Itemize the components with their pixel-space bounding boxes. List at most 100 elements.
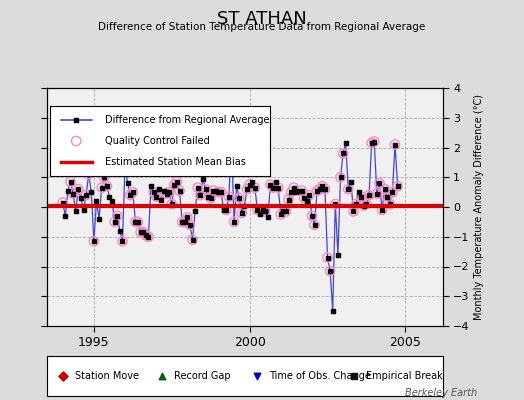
Point: [136, 229, 145, 236]
Point: [183, 214, 192, 221]
Point: [290, 184, 298, 191]
Point: [185, 222, 194, 228]
Point: [386, 201, 394, 207]
Point: [126, 192, 135, 198]
Point: [193, 184, 202, 191]
Point: [344, 186, 353, 192]
Point: [59, 373, 67, 379]
Point: [168, 201, 176, 207]
Point: [334, 251, 342, 258]
Text: Difference from Regional Average: Difference from Regional Average: [105, 115, 269, 125]
Point: [71, 208, 80, 215]
Point: [321, 186, 329, 192]
Point: [375, 180, 384, 186]
Point: [95, 216, 103, 222]
Point: [365, 192, 373, 198]
Point: [258, 207, 267, 213]
Point: [357, 193, 365, 200]
Point: [245, 182, 254, 188]
Point: [235, 195, 244, 201]
Point: [295, 188, 303, 194]
Point: [201, 186, 210, 192]
Point: [323, 254, 332, 261]
Point: [113, 213, 122, 219]
Point: [248, 178, 256, 185]
Point: [261, 208, 269, 215]
Point: [375, 180, 384, 186]
Point: [386, 201, 394, 207]
Text: Station Move: Station Move: [75, 371, 139, 381]
Point: [310, 222, 319, 228]
Point: [188, 236, 196, 243]
Point: [141, 232, 150, 238]
Point: [103, 183, 111, 189]
Point: [67, 178, 75, 185]
Point: [352, 201, 361, 207]
Point: [147, 183, 155, 189]
Point: [350, 208, 358, 215]
Point: [82, 192, 90, 198]
Point: [139, 229, 147, 236]
Point: [173, 178, 181, 185]
Point: [305, 192, 313, 198]
Point: [365, 192, 373, 198]
Point: [238, 210, 246, 216]
Point: [217, 189, 225, 195]
Point: [350, 373, 358, 379]
Point: [342, 140, 350, 146]
Point: [315, 186, 324, 192]
Point: [388, 189, 397, 195]
Point: [383, 193, 391, 200]
Point: [116, 228, 124, 234]
Point: [69, 190, 78, 197]
Point: [170, 182, 179, 188]
Point: [308, 213, 316, 219]
Point: [253, 373, 261, 379]
Point: [378, 207, 386, 213]
Point: [206, 195, 215, 201]
Point: [388, 189, 397, 195]
Point: [308, 213, 316, 219]
Point: [238, 210, 246, 216]
Point: [331, 201, 340, 207]
Point: [225, 193, 233, 200]
Y-axis label: Monthly Temperature Anomaly Difference (°C): Monthly Temperature Anomaly Difference (…: [474, 94, 484, 320]
Point: [380, 186, 389, 192]
Point: [269, 184, 277, 191]
Point: [162, 190, 171, 197]
Point: [336, 174, 345, 180]
Point: [391, 141, 399, 148]
Point: [235, 195, 244, 201]
Point: [344, 186, 353, 192]
Point: [264, 214, 272, 221]
Point: [144, 234, 152, 240]
Point: [352, 201, 361, 207]
Point: [84, 171, 93, 178]
Point: [274, 184, 282, 191]
Point: [111, 219, 119, 225]
Point: [168, 201, 176, 207]
Point: [158, 373, 166, 379]
Point: [220, 207, 228, 213]
Point: [72, 138, 80, 144]
Point: [383, 193, 391, 200]
Point: [105, 193, 114, 200]
Point: [329, 308, 337, 314]
Point: [339, 150, 347, 157]
Point: [373, 190, 381, 197]
Point: [100, 174, 108, 180]
Point: [97, 184, 106, 191]
Point: [128, 189, 137, 195]
Point: [354, 189, 363, 195]
Point: [271, 178, 280, 185]
Point: [64, 188, 72, 194]
Point: [391, 141, 399, 148]
Point: [277, 211, 285, 218]
Point: [212, 188, 220, 194]
Point: [285, 196, 293, 203]
Point: [144, 234, 152, 240]
Point: [222, 207, 231, 213]
Point: [67, 178, 75, 185]
Point: [134, 219, 142, 225]
Point: [113, 213, 122, 219]
